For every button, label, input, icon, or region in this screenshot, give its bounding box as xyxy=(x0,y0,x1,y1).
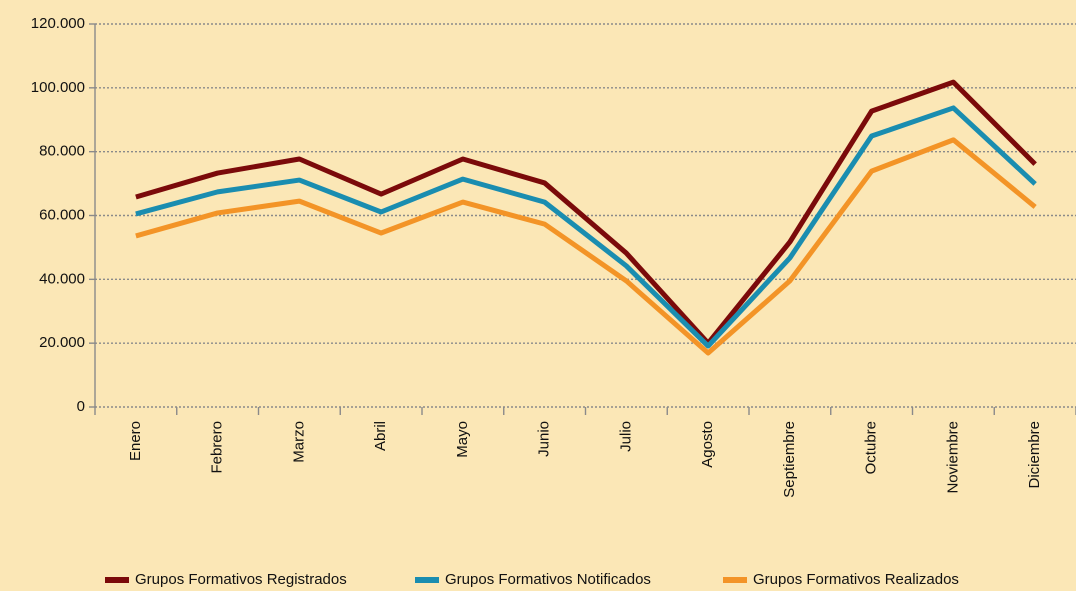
x-tick-label: Junio xyxy=(536,421,553,457)
x-tick-label: Enero xyxy=(127,421,144,461)
x-tick-label: Marzo xyxy=(290,421,307,463)
y-tick-label: 120.000 xyxy=(31,15,85,32)
legend-swatch xyxy=(415,577,439,583)
y-tick-label: 40.000 xyxy=(39,270,85,287)
x-tick-label: Febrero xyxy=(209,421,226,474)
legend-label: Grupos Formativos Notificados xyxy=(445,571,651,588)
y-tick-label: 20.000 xyxy=(39,334,85,351)
x-tick-label: Diciembre xyxy=(1026,421,1043,489)
legend-label: Grupos Formativos Registrados xyxy=(135,571,347,588)
x-tick-label: Agosto xyxy=(699,421,716,468)
line xyxy=(135,137,1037,356)
x-tick-label: Julio xyxy=(617,421,634,452)
y-tick-label: 80.000 xyxy=(39,143,85,160)
y-tick-label: 60.000 xyxy=(39,206,85,223)
x-tick-label: Noviembre xyxy=(944,421,961,494)
legend-swatch xyxy=(105,577,129,583)
x-tick-label: Octubre xyxy=(863,421,880,474)
x-tick-label: Abril xyxy=(372,421,389,451)
y-tick-label: 0 xyxy=(77,398,85,415)
line xyxy=(135,105,1037,349)
legend-label: Grupos Formativos Realizados xyxy=(753,571,959,588)
line xyxy=(135,79,1037,346)
x-tick-label: Mayo xyxy=(454,421,471,458)
legend-swatch xyxy=(723,577,747,583)
x-tick-label: Septiembre xyxy=(781,421,798,498)
y-tick-label: 100.000 xyxy=(31,79,85,96)
